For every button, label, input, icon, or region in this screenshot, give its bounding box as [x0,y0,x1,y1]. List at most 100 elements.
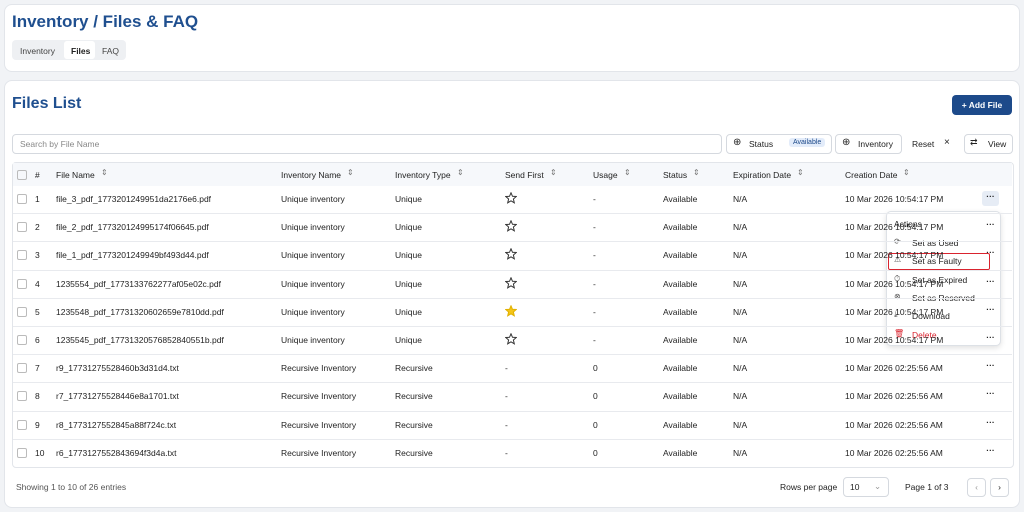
cell: 3 [35,250,40,261]
cell: - [593,278,596,289]
row-divider [13,410,1012,412]
checkbox[interactable] [17,363,27,374]
reset-button[interactable]: Reset [912,139,935,149]
cell: - [593,250,596,261]
checkbox[interactable] [17,278,27,289]
cell: r9_17731275528460b3d31d4.txt [56,363,179,374]
checkbox[interactable] [17,222,27,233]
cell: Recursive [395,419,433,430]
menu-item[interactable]: Set as Faulty [912,256,962,267]
cell: Recursive [395,391,433,402]
search-input[interactable] [12,134,722,154]
sort-icon[interactable]: ⇕ [550,168,557,177]
view-label: View [988,139,1007,149]
star-icon[interactable] [505,248,517,261]
sort-icon[interactable]: ⇕ [693,168,700,177]
cell: r6_1773127552843694f3d4a.txt [56,447,177,458]
sort-icon[interactable]: ⇕ [903,168,910,177]
checkbox[interactable] [17,447,27,458]
row-actions[interactable]: ··· [986,360,995,371]
menu-item[interactable]: Download [912,311,950,322]
row-actions[interactable]: ··· [986,416,995,427]
cell: Available [663,194,698,204]
cell: Available [663,447,698,458]
column-header: Status [663,170,688,180]
checkbox[interactable] [17,419,27,430]
cell: Unique inventory [281,250,345,261]
sort-icon[interactable]: ⇕ [624,168,631,177]
menu-icon: ⏱ [894,273,901,283]
star-icon[interactable] [505,220,517,233]
row-actions[interactable]: ··· [986,388,995,399]
row-actions[interactable]: ··· [986,444,995,455]
row-actions[interactable]: ··· [986,275,995,286]
rows-value: 10 [850,482,860,492]
row-divider [13,213,1012,215]
cell: Unique [395,306,422,317]
row-actions[interactable]: ··· [986,332,995,342]
rows-select[interactable] [843,477,889,497]
cell: 10 Mar 2026 10:54:17 PM [845,250,944,261]
inventory-filter[interactable] [835,134,902,154]
checkbox[interactable] [17,335,27,345]
checkbox[interactable] [17,306,27,317]
row-divider [13,241,1012,243]
column-header: Expiration Date [733,170,792,180]
page-info: Page 1 of 3 [905,482,949,492]
sort-icon[interactable]: ⇕ [101,168,108,177]
checkbox[interactable] [17,391,27,402]
row-actions[interactable]: ··· [986,247,995,258]
icon: ⊕ [842,137,851,148]
active-tab-bg [64,41,95,59]
cell: 10 Mar 2026 10:54:17 PM [845,222,944,233]
row-actions[interactable]: ··· [986,219,995,230]
footer-info: Showing 1 to 10 of 26 entries [16,482,127,492]
cell: Unique inventory [281,194,345,204]
checkbox[interactable] [17,250,27,261]
cell: Recursive Inventory [281,391,357,402]
menu-item[interactable]: Set as Expired [912,274,968,285]
star-icon[interactable] [505,333,517,345]
cell: 8 [35,391,40,402]
cell: 4 [35,278,40,289]
cell: - [505,419,508,430]
prev-button[interactable]: ‹ [967,478,986,497]
sort-icon[interactable]: ⇕ [347,168,354,177]
icon: ⇄ [970,137,978,147]
cell: Unique inventory [281,278,345,289]
star-icon[interactable] [505,192,517,204]
star-icon[interactable] [505,304,517,317]
cell: Unique [395,222,422,233]
add-button[interactable]: + Add File [952,95,1012,115]
column-header: Inventory Name [281,170,341,180]
row-divider [13,382,1012,384]
tab[interactable]: Files [71,46,91,56]
page-title: Inventory / Files & FAQ [12,12,199,31]
checkbox[interactable] [17,170,27,180]
cell: N/A [733,250,748,261]
cell: file_1_pdf_1773201249949bf493d44.pdf [56,250,209,261]
menu-item[interactable]: Delete [912,329,937,340]
tab[interactable]: FAQ [102,46,120,56]
star-icon[interactable] [505,276,517,289]
cell: 10 Mar 2026 02:25:56 AM [845,391,943,402]
cell: N/A [733,306,748,317]
rows-label: Rows per page [780,482,838,492]
sort-icon[interactable]: ⇕ [797,168,804,177]
checkbox[interactable] [17,194,27,204]
menu-item[interactable]: Set as Used [912,238,959,248]
cell: Unique [395,194,422,204]
row-actions[interactable]: ··· [986,303,995,314]
tab[interactable]: Inventory [20,46,55,56]
row-actions[interactable]: ··· [982,191,999,206]
column-header: Send First [505,170,544,180]
icon[interactable]: × [944,137,950,148]
next-button[interactable]: › [990,478,1009,497]
row-divider [13,297,1012,299]
view-button[interactable] [964,134,1013,154]
sort-icon[interactable]: ⇕ [457,168,464,177]
filter-chip: Available [789,138,826,147]
row-divider [13,326,1012,327]
section-title: Files List [12,95,82,112]
